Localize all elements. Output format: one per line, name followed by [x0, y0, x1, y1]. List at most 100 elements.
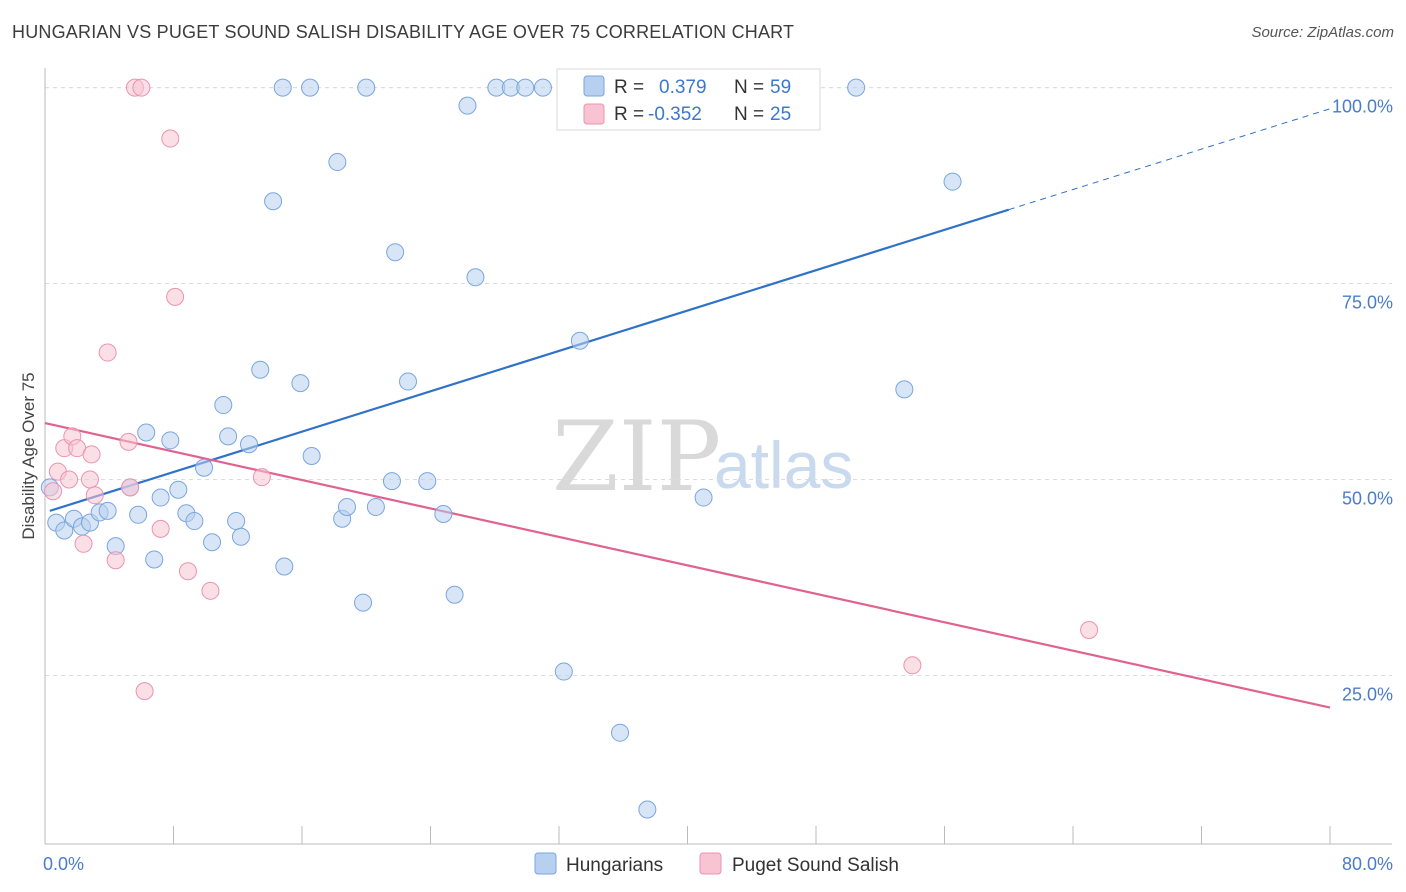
hungarians-point-13	[151, 488, 170, 507]
salish-point-24	[1080, 621, 1099, 640]
chart-title: HUNGARIAN VS PUGET SOUND SALISH DISABILI…	[12, 22, 795, 42]
axes	[44, 68, 1392, 845]
salish-point-6	[74, 534, 93, 553]
salish-point-7	[80, 470, 99, 489]
series-legend-swatch-hungarians	[534, 852, 557, 875]
series-legend: Hungarians Puget Sound Salish	[534, 852, 899, 876]
hungarians-point-39	[434, 505, 453, 524]
legend-n-label-2: N =	[734, 104, 764, 125]
source-credit: Source: ZipAtlas.com	[1251, 24, 1394, 41]
x-tick-label-max: 80.0%	[1342, 854, 1393, 874]
salish-point-10	[98, 343, 117, 362]
y-tick-label-0: 25.0%	[1342, 684, 1393, 704]
hungarians-point-28	[291, 374, 310, 393]
hungarians-point-7	[98, 501, 117, 520]
hungarians-point-17	[185, 512, 204, 531]
salish-point-20	[178, 562, 197, 581]
hungarians-point-26	[264, 192, 283, 211]
hungarians-point-27	[275, 557, 294, 576]
series-legend-label-salish: Puget Sound Salish	[732, 855, 899, 876]
hungarians-point-47	[570, 331, 589, 350]
legend-n-value-1: 59	[770, 77, 791, 98]
salish-point-13	[121, 478, 140, 497]
y-axis-label: Disability Age Over 75	[19, 372, 38, 539]
salish-point-19	[166, 287, 185, 306]
hungarians-point-40	[445, 585, 464, 604]
hungarians-point-12	[145, 550, 164, 569]
legend-r-label-2: R =	[614, 104, 644, 125]
legend-r-value-1: 0.379	[659, 77, 707, 98]
hungarians-point-46	[554, 662, 573, 681]
hungarians-point-33	[354, 593, 373, 612]
hungarians-point-48	[611, 723, 630, 742]
hungarians-point-34	[366, 497, 385, 516]
salish-point-21	[201, 581, 220, 600]
legend-n-label-1: N =	[734, 77, 764, 98]
hungarians-point-51	[847, 78, 866, 97]
hungarians-point-38	[418, 472, 437, 491]
salish-point-18	[161, 129, 180, 148]
hungarians-point-36	[386, 243, 405, 262]
hungarians-point-53	[943, 172, 962, 191]
salish-point-22	[252, 468, 271, 487]
trend-line-hungarians-extension	[1008, 108, 1331, 211]
hungarians-point-20	[214, 396, 233, 415]
hungarians-point-23	[231, 527, 250, 546]
hungarians-point-14	[161, 431, 180, 450]
hungarians-point-37	[399, 372, 418, 391]
legend-r-label-1: R =	[614, 77, 644, 98]
hungarians-point-50	[694, 488, 713, 507]
salish-point-23	[903, 656, 922, 675]
watermark: ZIP atlas	[552, 401, 853, 513]
tick-labels: 25.0% 50.0% 75.0% 100.0% 0.0% 80.0%	[43, 97, 1393, 874]
legend-r-value-2: -0.352	[648, 104, 702, 125]
hungarians-point-45	[516, 78, 535, 97]
y-tick-label-3: 100.0%	[1332, 97, 1393, 117]
salish-point-16	[135, 682, 154, 701]
gridlines	[45, 87, 1392, 676]
hungarians-point-35	[382, 472, 401, 491]
salish-point-17	[151, 519, 170, 538]
hungarians-point-15	[169, 480, 188, 499]
hungarians-point-41	[458, 96, 477, 115]
hungarians-point-19	[203, 533, 222, 552]
watermark-zip: ZIP	[552, 401, 721, 513]
salish-point-0	[44, 482, 63, 501]
hungarians-point-55	[301, 78, 320, 97]
hungarians-point-56	[357, 78, 376, 97]
y-tick-label-2: 75.0%	[1342, 293, 1393, 313]
hungarians-point-29	[302, 447, 321, 465]
salish-point-15	[132, 78, 151, 97]
hungarians-point-30	[328, 153, 347, 172]
hungarians-point-25	[251, 360, 270, 379]
salish-point-8	[82, 445, 101, 464]
legend-n-value-2: 25	[770, 104, 791, 125]
data-points	[40, 78, 1099, 819]
hungarians-point-57	[533, 78, 552, 97]
series-legend-label-hungarians: Hungarians	[566, 855, 663, 876]
x-tick-label-min: 0.0%	[43, 854, 84, 874]
hungarians-point-54	[273, 78, 292, 97]
hungarians-point-18	[195, 458, 214, 477]
salish-point-12	[119, 432, 138, 451]
hungarians-point-11	[137, 423, 156, 442]
stats-legend: R = 0.379 N = 59 R = -0.352 N = 25	[556, 68, 821, 131]
salish-point-9	[85, 486, 104, 505]
series-legend-swatch-salish	[699, 852, 722, 875]
hungarians-point-49	[638, 800, 657, 819]
hungarians-point-32	[337, 497, 356, 516]
watermark-atlas: atlas	[714, 428, 853, 502]
hungarians-point-52	[895, 380, 914, 399]
hungarians-point-24	[239, 435, 258, 454]
salish-point-3	[60, 470, 79, 489]
trend-line-hungarians	[49, 208, 1010, 512]
y-tick-label-1: 50.0%	[1342, 489, 1393, 509]
hungarians-point-42	[466, 268, 485, 287]
hungarians-point-2	[55, 521, 74, 540]
hungarians-point-21	[219, 427, 238, 446]
hungarians-point-10	[129, 505, 148, 524]
hungarians-point-22	[227, 512, 246, 531]
salish-point-11	[106, 551, 125, 570]
legend-swatch-salish	[583, 103, 605, 125]
